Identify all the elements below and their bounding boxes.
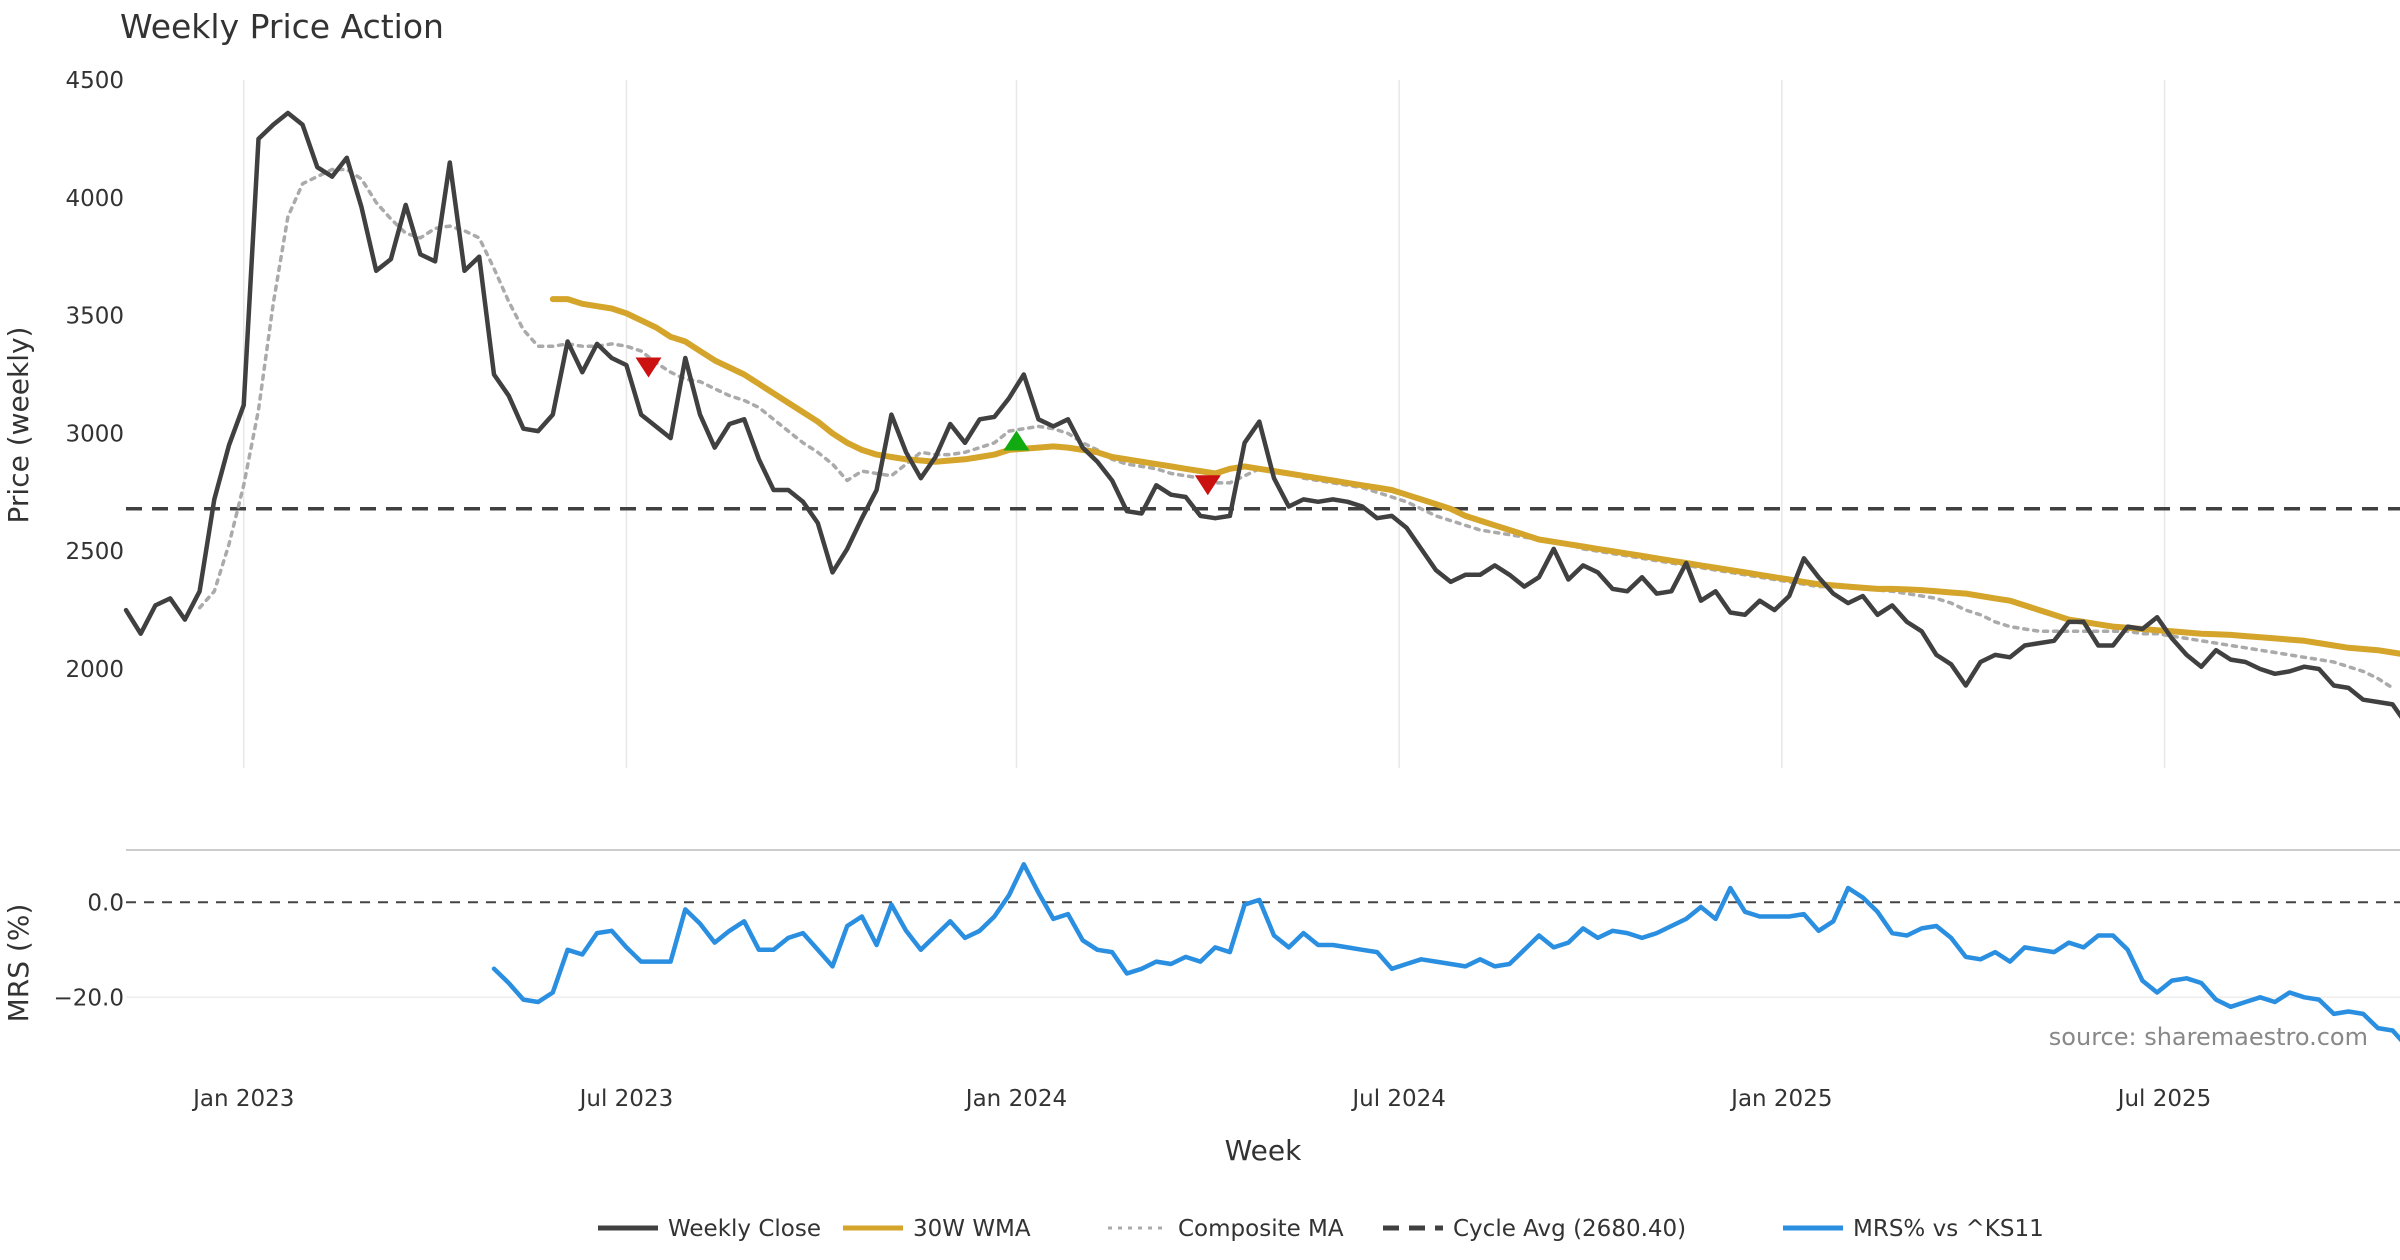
- sell-signal-marker: [635, 357, 662, 378]
- x-tick-label: Jul 2024: [1350, 1086, 1446, 1112]
- x-axis-label: Week: [1225, 1134, 1302, 1167]
- chart-title: Weekly Price Action: [120, 7, 444, 46]
- legend-label: 30W WMA: [913, 1216, 1031, 1242]
- mrs-y-axis-label: MRS (%): [2, 904, 35, 1023]
- price-panel-grid: Jan 2023 Jul 2023 Jan 2024 Jul 2024 Jan 2025…: [65, 68, 2400, 1112]
- source-watermark: source: sharemaestro.com: [2049, 1023, 2368, 1051]
- chart-legend: Weekly Close 30W WMA Composite MA Cycle Avg…: [598, 1216, 2044, 1242]
- mrs-panel-grid: 0.0 −20.0: [54, 849, 2400, 1011]
- x-tick-label: Jan 2025: [1729, 1086, 1832, 1112]
- signal-layer: [635, 357, 1221, 496]
- price-y-tick-label: 4500: [65, 68, 124, 94]
- buy-signal-marker: [1003, 430, 1030, 451]
- legend-label: Weekly Close: [668, 1216, 821, 1242]
- series-weekly-close: [123, 110, 2400, 719]
- x-tick-label: Jul 2025: [2116, 1086, 2212, 1112]
- legend-label: Composite MA: [1178, 1216, 1344, 1242]
- price-y-tick-label: 4000: [65, 186, 124, 212]
- legend-label: MRS% vs ^KS11: [1853, 1216, 2044, 1242]
- x-tick-label: Jan 2023: [191, 1086, 294, 1112]
- x-tick-label: Jul 2023: [578, 1086, 674, 1112]
- mrs-y-tick-label: −20.0: [54, 985, 124, 1011]
- mrs-y-tick-label: 0.0: [87, 890, 124, 916]
- series-mrs-vs-ks11: [491, 862, 2400, 1043]
- series-layer: [123, 110, 2400, 1043]
- legend-label: Cycle Avg (2680.40): [1453, 1216, 1686, 1242]
- price-y-tick-label: 3000: [65, 421, 124, 447]
- series-30w-wma: [549, 296, 2400, 657]
- price-y-tick-label: 2000: [65, 657, 124, 683]
- price-y-tick-label: 2500: [65, 539, 124, 565]
- x-tick-label: Jan 2024: [964, 1086, 1067, 1112]
- price-y-axis-label: Price (weekly): [2, 327, 35, 524]
- price-y-tick-label: 3500: [65, 304, 124, 330]
- sell-signal-marker: [1194, 475, 1221, 496]
